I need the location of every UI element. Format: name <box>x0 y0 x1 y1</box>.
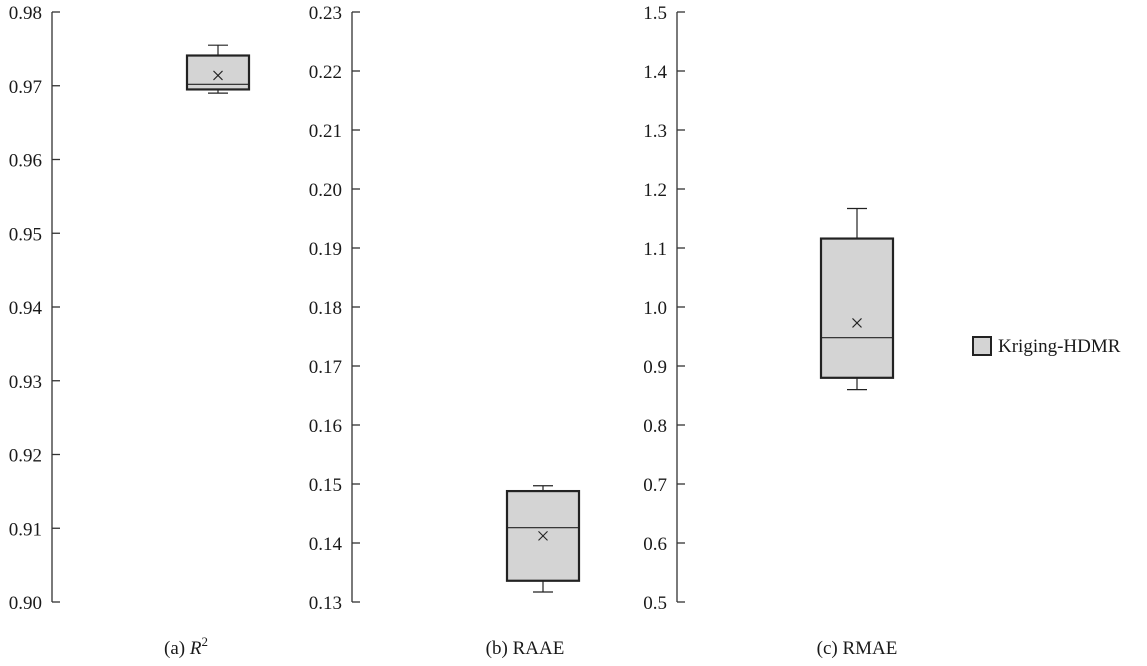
y-tick-label: 0.95 <box>9 224 42 245</box>
y-tick-label: 0.94 <box>9 298 43 319</box>
y-tick-label: 0.97 <box>9 77 42 98</box>
y-tick-label: 1.0 <box>643 298 667 319</box>
iqr-box <box>819 237 895 379</box>
legend-label: Kriging-HDMR <box>998 336 1121 357</box>
y-tick-label: 0.21 <box>309 121 342 142</box>
y-tick-label: 1.5 <box>643 3 667 24</box>
y-tick-label: 0.19 <box>309 239 342 260</box>
mean-marker <box>213 70 223 81</box>
mean-marker-stroke <box>538 531 548 541</box>
y-tick-label: 0.15 <box>309 475 342 496</box>
legend-swatch <box>972 336 992 356</box>
y-tick-label: 1.1 <box>643 239 667 260</box>
panel-3: 0.5 0.6 0.7 0.8 0.9 1.0 1.1 1.2 1.3 1.4 1.5 (c) RMA… <box>643 3 897 659</box>
y-tick-label: 0.90 <box>9 593 42 614</box>
y-tick-label: 0.18 <box>309 298 342 319</box>
caption-prefix: (b) RAAE <box>486 638 565 659</box>
panel-caption: (c) RMAE <box>817 638 898 659</box>
y-tick-label: 0.5 <box>643 593 667 614</box>
box-plot <box>185 44 251 94</box>
y-tick-label: 0.6 <box>643 534 667 555</box>
caption-variable: R <box>189 638 202 659</box>
y-tick-label: 0.17 <box>309 357 342 378</box>
panel-2: 0.13 0.14 0.15 0.16 0.17 0.18 0.19 0.20 0.21 0.22… <box>309 3 581 659</box>
panel-caption: (a) R2 <box>164 634 208 659</box>
y-tick-label: 0.9 <box>643 357 667 378</box>
y-tick-label: 0.98 <box>9 3 42 24</box>
y-tick-label: 0.8 <box>643 416 667 437</box>
y-tick-label: 0.13 <box>309 593 342 614</box>
caption-prefix: (c) RMAE <box>817 638 898 659</box>
y-tick-label: 0.23 <box>309 3 342 24</box>
y-tick-label: 0.96 <box>9 151 42 172</box>
mean-marker-stroke <box>852 318 862 328</box>
box-plot <box>819 207 895 391</box>
caption-superscript: 2 <box>201 634 208 649</box>
y-tick-label: 0.93 <box>9 372 42 393</box>
y-tick-label: 1.3 <box>643 121 667 142</box>
y-tick-label: 0.7 <box>643 475 667 496</box>
legend: Kriging-HDMR <box>972 336 1121 357</box>
y-tick-label: 0.92 <box>9 446 42 467</box>
panel-1: 0.90 0.91 0.92 0.93 0.94 0.95 0.96 0.97 0.98 (a) … <box>9 3 251 659</box>
mean-marker <box>538 531 548 541</box>
panel-caption: (b) RAAE <box>486 638 565 659</box>
mean-marker <box>852 318 862 328</box>
y-tick-label: 0.14 <box>309 534 343 555</box>
y-tick-label: 0.20 <box>309 180 342 201</box>
y-tick-label: 1.4 <box>643 62 667 83</box>
caption-prefix: (a) <box>164 638 190 659</box>
mean-marker-stroke <box>213 70 223 81</box>
y-tick-label: 0.91 <box>9 519 42 540</box>
y-tick-label: 0.16 <box>309 416 342 437</box>
box-plot <box>505 485 581 593</box>
y-tick-label: 0.22 <box>309 62 342 83</box>
y-tick-label: 1.2 <box>643 180 667 201</box>
panels: 0.900.910.920.930.940.950.960.970.98(a) … <box>9 3 898 659</box>
